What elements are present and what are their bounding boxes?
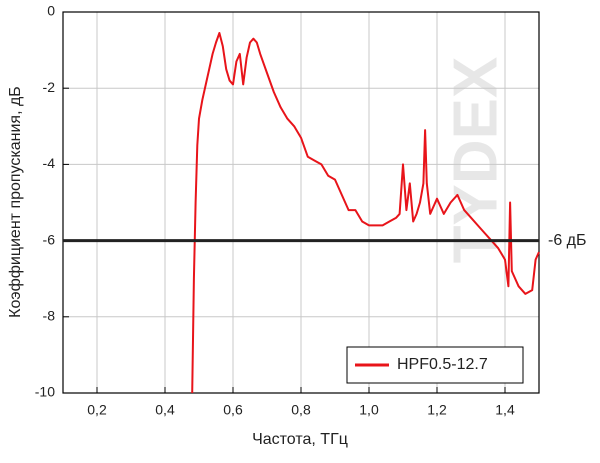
data-line [191, 32, 540, 394]
legend-label: HPF0.5-12.7 [397, 356, 488, 373]
watermark: TYDEX [441, 57, 510, 264]
x-axis-label: Частота, ТГц [252, 431, 348, 448]
x-tick-label: 1,4 [495, 402, 515, 418]
plot-frame [62, 11, 540, 394]
y-tick-label: 0 [47, 3, 55, 19]
y-axis-label: Коэффициент пропускания, дБ [7, 86, 24, 318]
x-tick-label: 1,2 [427, 402, 447, 418]
x-tick-label: 1,0 [359, 402, 379, 418]
reference-label: -6 дБ [548, 232, 587, 249]
y-tick-label: -8 [43, 308, 56, 324]
x-tick-label: 0,2 [87, 402, 107, 418]
x-tick-label: 0,8 [291, 402, 311, 418]
y-tick-label: -10 [35, 384, 55, 400]
x-tick-label: 0,6 [223, 402, 243, 418]
y-tick-label: -6 [43, 231, 56, 247]
y-tick-label: -4 [43, 155, 56, 171]
x-tick-label: 0,4 [155, 402, 175, 418]
y-tick-label: -2 [43, 79, 56, 95]
